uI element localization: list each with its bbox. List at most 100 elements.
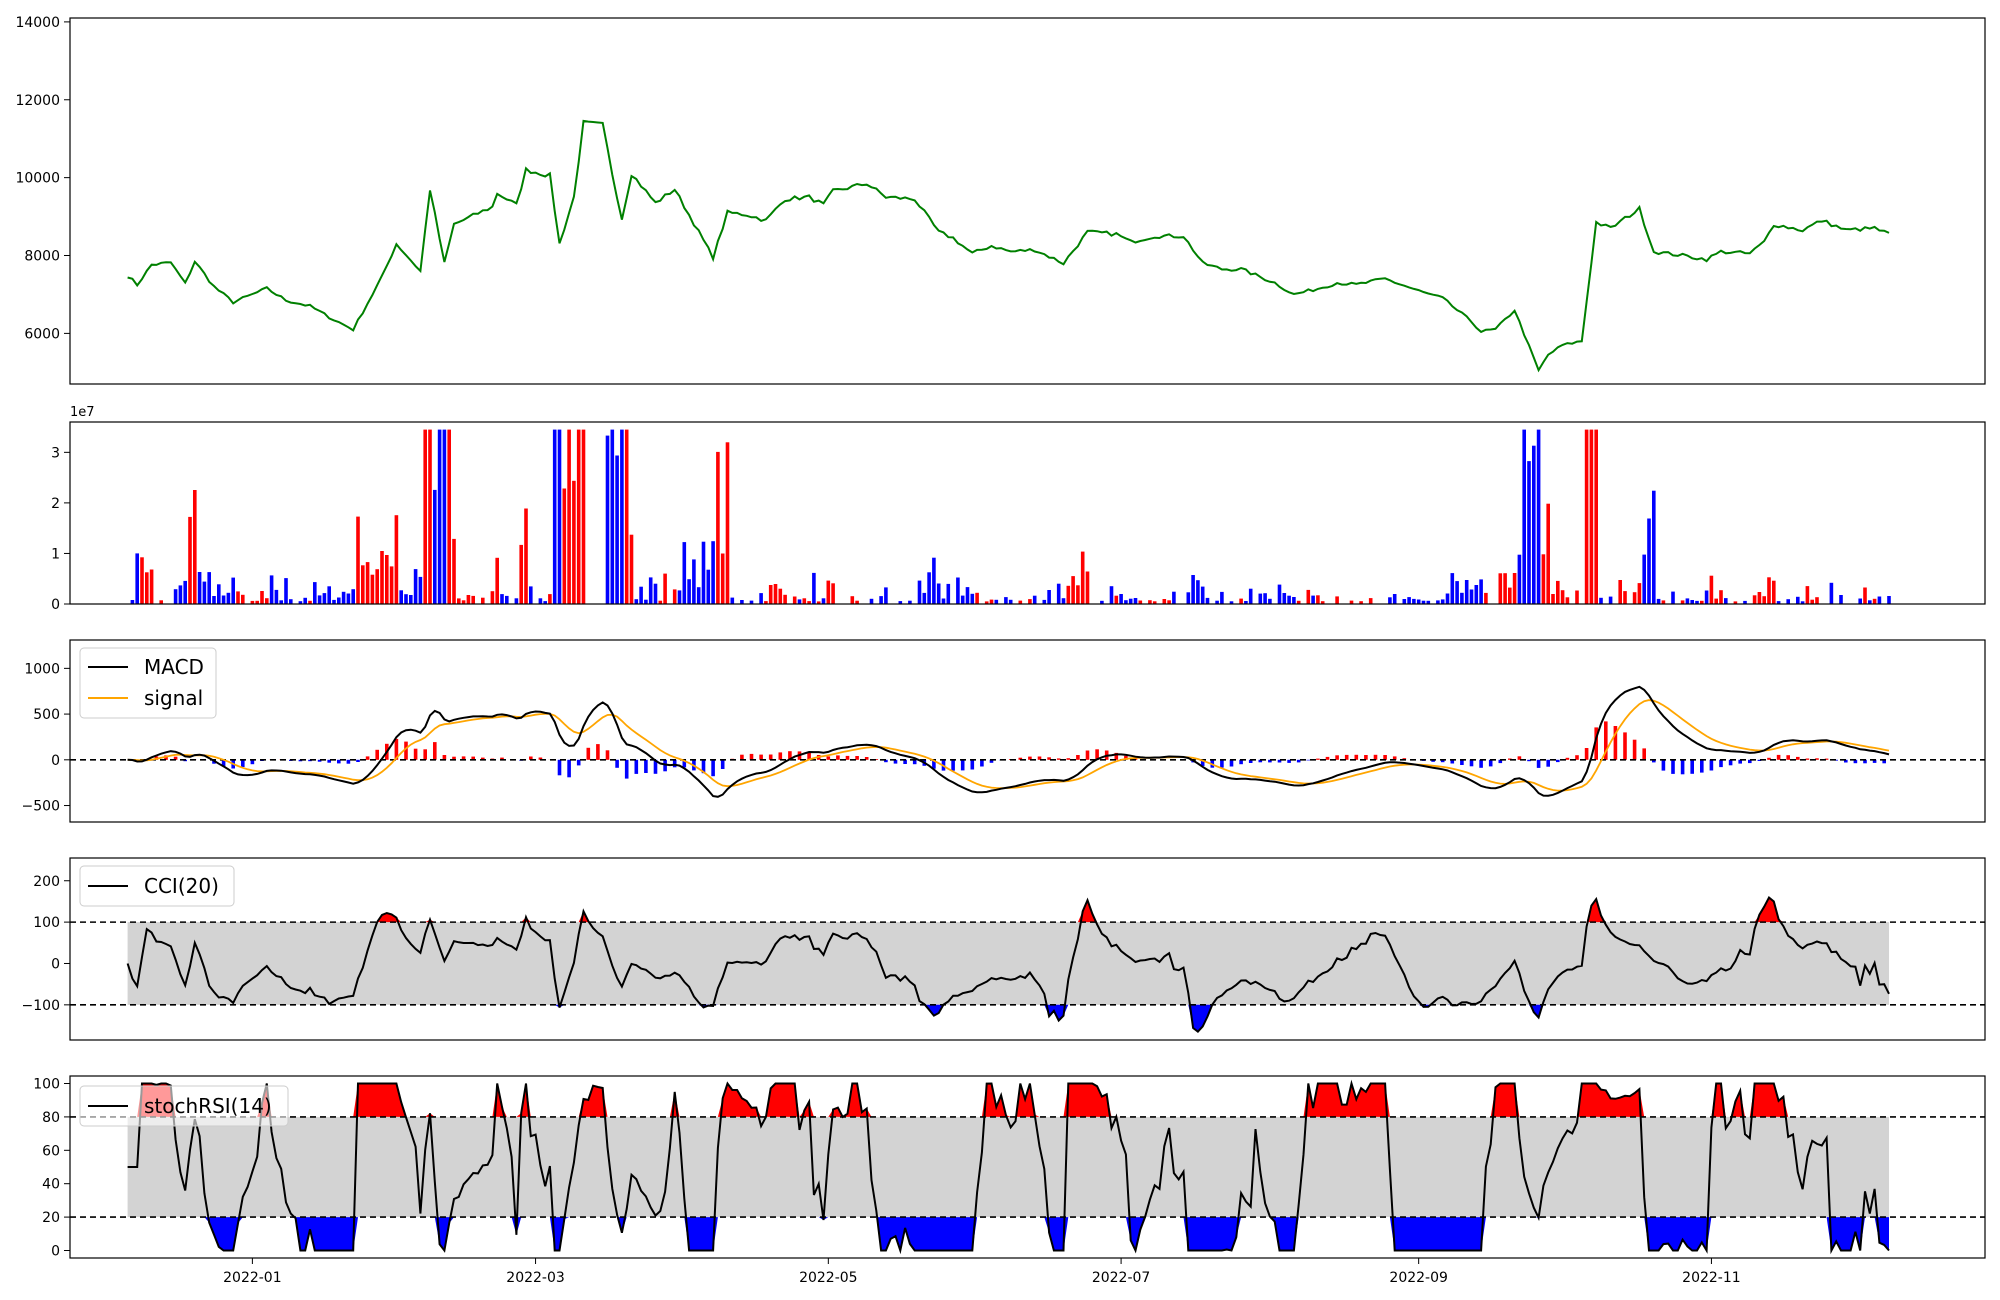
volume-bar-10 (173, 589, 178, 604)
volume-bar-281 (1474, 585, 1479, 604)
volume-bar-151 (850, 596, 855, 604)
volume-bar-22 (231, 577, 235, 604)
cci-legend-box (79, 865, 235, 907)
volume-bar-326 (1690, 600, 1694, 604)
volume-bar-274 (1440, 599, 1445, 604)
volume-bar-225 (1205, 597, 1210, 604)
cci-panel: −100 0 100 200 CCI(20) (22, 857, 1986, 1041)
volume-bar-108 (644, 599, 648, 604)
volume-bar-7 (159, 600, 163, 604)
macd-hist-bar-56 (394, 738, 399, 760)
volume-bar-109 (648, 577, 653, 604)
volume-bar-24 (241, 594, 245, 604)
macd-hist-bar-180 (989, 759, 994, 763)
macd-hist-bar-108 (644, 759, 648, 773)
price-y-tick-label-3: 12000 (15, 93, 60, 109)
macd-hist-bar-70 (461, 756, 466, 760)
macd-hist-bar-90 (557, 759, 562, 776)
volume-bar-246 (1306, 589, 1311, 604)
volume-bar-152 (855, 600, 859, 604)
macd-y-tick-label-1: 0 (51, 753, 60, 769)
volume-bar-259 (1368, 598, 1373, 604)
volume-bar-120 (701, 541, 706, 604)
macd-legend-label: MACD (144, 655, 204, 679)
volume-bar-343 (1772, 580, 1776, 604)
volume-bar-61 (418, 576, 423, 604)
macd-hist-bar-192 (1047, 757, 1051, 760)
macd-hist-bar-134 (768, 754, 773, 760)
macd-hist-bar-312 (1623, 732, 1627, 760)
volume-bar-211 (1138, 600, 1143, 604)
macd-hist-bar-98 (596, 744, 600, 760)
volume-bar-141 (802, 598, 807, 604)
macd-hist-bar-174 (960, 759, 965, 771)
volume-bar-196 (1066, 585, 1071, 604)
volume-bar-134 (768, 585, 773, 604)
macd-hist-bar-274 (1440, 759, 1445, 763)
macd-hist-bar-58 (404, 741, 408, 760)
macd-hist-bar-136 (778, 752, 783, 760)
volume-bar-64 (433, 489, 437, 604)
macd-hist-bar-248 (1316, 758, 1320, 760)
macd-legend-box (79, 647, 217, 719)
x-tick-label-3: 2022-07 (1092, 1270, 1151, 1286)
volume-bar-110 (653, 583, 658, 604)
volume-bar-16 (202, 581, 207, 604)
x-tick-label-4: 2022-09 (1389, 1270, 1448, 1286)
macd-axes-frame (69, 639, 1986, 823)
macd-hist-bar-330 (1709, 759, 1714, 771)
macd-hist-bar-254 (1344, 754, 1349, 760)
volume-bar-92 (567, 429, 571, 604)
cci-y-tick-label-1: 0 (51, 956, 60, 972)
price-axes-frame (69, 17, 1986, 385)
volume-bar-125 (725, 442, 730, 604)
price-panel: 6000 8000 10000 12000 14000 (15, 15, 1986, 385)
volume-bar-133 (764, 601, 768, 604)
macd-hist-bar-260 (1373, 754, 1378, 760)
stochrsi-panel: 0 20 40 60 80 100 stochRSI(14) 2022-01 2022-03… (33, 1075, 1986, 1286)
macd-hist-bar-272 (1431, 759, 1435, 762)
volume-bar-43 (332, 599, 336, 604)
stochrsi-legend: stochRSI(14) (79, 1085, 289, 1127)
volume-bar-329 (1704, 590, 1709, 604)
macd-hist-bar-348 (1796, 756, 1800, 760)
macd-hist-bar-178 (980, 759, 984, 767)
macd-hist-bar-326 (1690, 759, 1694, 774)
x-tick-label-5: 2022-11 (1682, 1270, 1741, 1286)
volume-bar-228 (1220, 591, 1224, 604)
macd-hist-bar-322 (1671, 759, 1675, 774)
volume-bar-290 (1517, 554, 1522, 604)
volume-bar-357 (1839, 595, 1843, 604)
macd-hist-bar-128 (740, 754, 744, 760)
volume-bar-71 (466, 595, 471, 604)
volume-bar-49 (361, 565, 365, 604)
macd-hist-bar-246 (1306, 759, 1311, 761)
macd-hist-bar-106 (634, 759, 639, 774)
macd-hist-bar-152 (855, 756, 859, 760)
macd-hist-bar-102 (615, 759, 619, 768)
volume-bar-57 (399, 590, 403, 604)
volume-bar-198 (1076, 585, 1080, 604)
volume-bar-146 (826, 580, 831, 604)
volume-bar-252 (1335, 596, 1339, 604)
macd-hist-bar-282 (1479, 759, 1483, 768)
volume-bar-339 (1752, 595, 1757, 604)
volume-bar-362 (1863, 587, 1867, 604)
volume-bar-13 (188, 516, 192, 604)
macd-hist-bar-336 (1738, 759, 1742, 764)
volume-bar-346 (1786, 599, 1790, 604)
stochrsi-line (127, 1079, 1890, 1255)
volume-bar-350 (1805, 586, 1810, 604)
macd-hist-bar-236 (1258, 759, 1263, 763)
volume-bar-247 (1311, 595, 1315, 604)
x-tick-label-0: 2022-01 (223, 1270, 282, 1286)
volume-bar-335 (1733, 601, 1738, 604)
volume-bar-200 (1085, 571, 1090, 604)
volume-bar-295 (1541, 554, 1546, 604)
volume-bar-342 (1767, 577, 1771, 604)
macd-hist-bar-96 (586, 747, 591, 760)
volume-bar-59 (409, 595, 413, 604)
macd-hist-bar-158 (884, 759, 888, 763)
macd-hist-bar-316 (1642, 748, 1646, 760)
volume-bar-65 (437, 429, 442, 604)
